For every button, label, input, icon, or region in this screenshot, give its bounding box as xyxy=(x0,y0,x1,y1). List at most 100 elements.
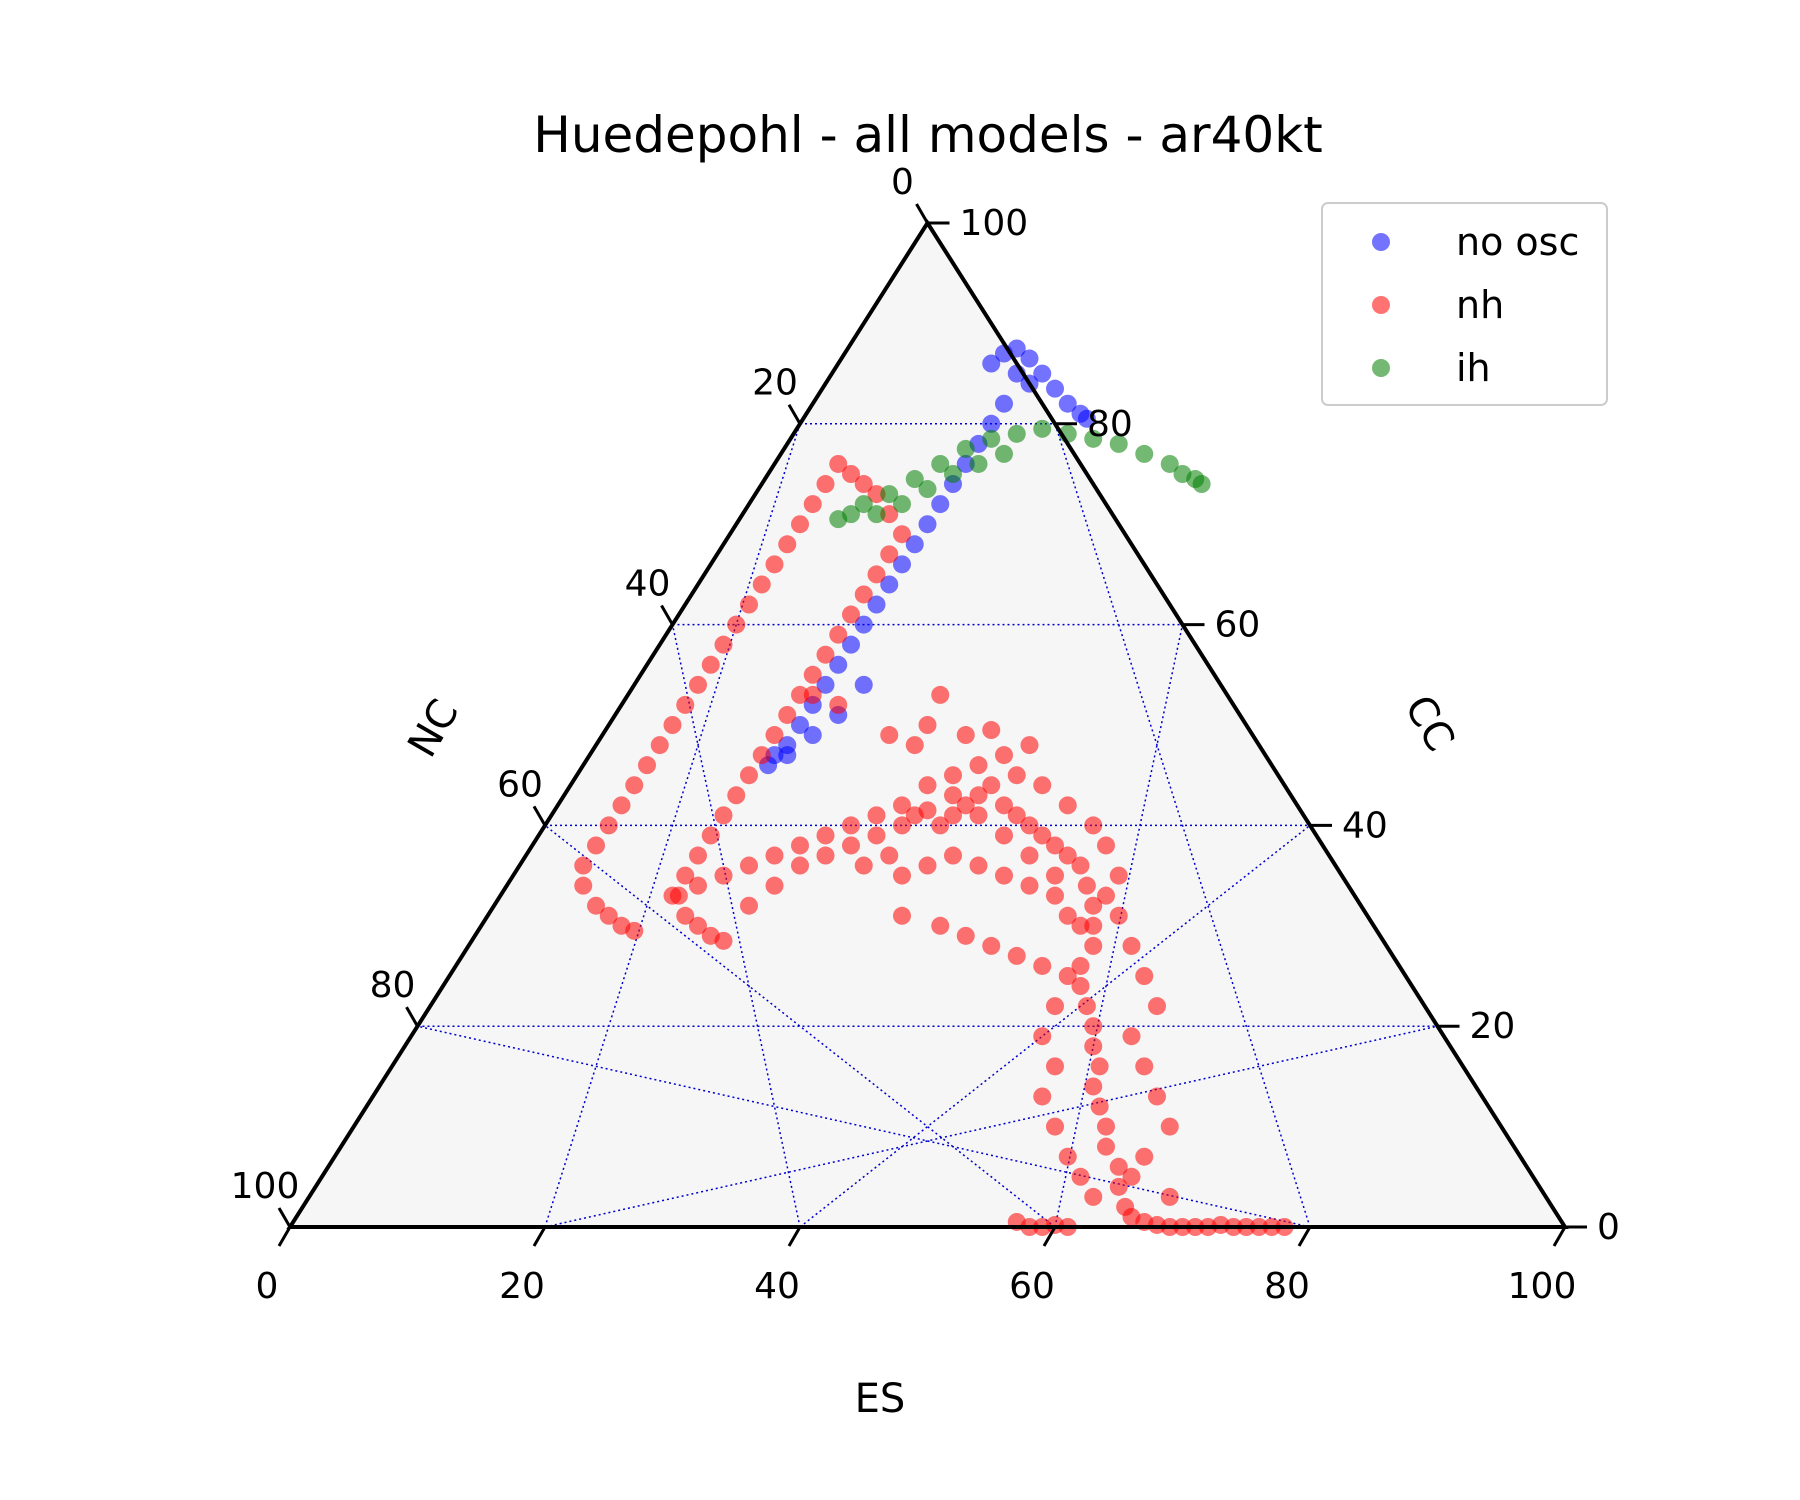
data-point xyxy=(1058,967,1077,985)
data-point xyxy=(893,495,911,514)
data-point xyxy=(1077,876,1096,895)
data-point xyxy=(905,535,924,554)
data-point xyxy=(714,931,733,950)
data-point xyxy=(842,816,860,835)
data-point xyxy=(1020,736,1039,755)
data-point xyxy=(956,926,975,945)
legend-entries: no osc nh ih xyxy=(1372,220,1579,390)
data-point xyxy=(829,454,848,473)
data-point xyxy=(944,465,962,483)
data-point xyxy=(1007,766,1026,785)
tick-label: 20 xyxy=(499,1266,545,1307)
data-point xyxy=(982,429,1001,448)
data-point xyxy=(625,776,644,795)
tick-label: 80 xyxy=(370,965,416,1006)
data-point xyxy=(740,766,758,785)
data-point xyxy=(905,470,924,489)
data-point xyxy=(714,635,733,654)
data-point xyxy=(931,454,950,473)
data-point xyxy=(791,685,809,704)
right-axis-label: CC xyxy=(1395,688,1463,759)
data-point xyxy=(982,936,1001,955)
legend-label: no osc xyxy=(1456,220,1579,264)
data-point xyxy=(1084,816,1103,835)
data-point xyxy=(791,836,809,855)
tick-label: 100 xyxy=(960,203,1029,244)
triangle-frame xyxy=(286,219,1569,1229)
data-point xyxy=(918,801,937,820)
data-point xyxy=(867,826,886,845)
data-point xyxy=(1135,1057,1154,1076)
tick-label: 60 xyxy=(1009,1266,1055,1307)
data-point xyxy=(842,605,860,624)
data-point xyxy=(918,480,937,499)
data-point xyxy=(1033,1087,1052,1106)
data-point xyxy=(969,856,988,875)
data-point xyxy=(1090,1097,1109,1116)
data-point xyxy=(1046,379,1064,398)
data-point xyxy=(689,916,707,935)
data-point xyxy=(1109,434,1128,453)
tick-label: 20 xyxy=(752,363,798,404)
data-point xyxy=(1084,1017,1103,1036)
data-point xyxy=(612,796,631,815)
data-point xyxy=(1160,1117,1179,1136)
data-point xyxy=(842,465,860,483)
data-point xyxy=(791,856,809,875)
data-point xyxy=(1135,967,1154,985)
data-points xyxy=(574,339,1294,1236)
legend-box xyxy=(1321,202,1608,406)
data-point xyxy=(842,635,860,654)
data-point xyxy=(918,515,937,534)
data-point xyxy=(969,756,988,775)
data-point xyxy=(1084,916,1103,935)
data-point xyxy=(650,736,669,755)
data-point xyxy=(816,475,835,494)
data-point xyxy=(956,726,975,745)
data-point xyxy=(893,866,911,885)
data-point xyxy=(982,354,1001,373)
grid-line xyxy=(799,824,1311,1228)
data-point xyxy=(752,575,771,594)
data-point xyxy=(1122,1167,1141,1186)
data-point xyxy=(956,796,975,815)
data-point xyxy=(956,439,975,458)
data-point xyxy=(1007,946,1026,965)
data-point xyxy=(1033,1027,1052,1046)
data-point xyxy=(1071,956,1090,975)
data-point xyxy=(1046,1117,1064,1136)
data-point xyxy=(1122,936,1141,955)
legend: no osc nh ih xyxy=(1321,202,1608,406)
axis-tick xyxy=(277,1207,292,1228)
data-point xyxy=(1135,444,1154,463)
data-point xyxy=(867,806,886,825)
data-point xyxy=(778,746,797,765)
data-point xyxy=(1058,1147,1077,1166)
data-point xyxy=(1020,846,1039,865)
axis-tick xyxy=(1552,1226,1567,1247)
data-point xyxy=(829,625,848,644)
data-point xyxy=(1033,419,1052,438)
tick-label: 60 xyxy=(1215,605,1261,646)
data-point xyxy=(574,876,593,895)
data-point xyxy=(893,555,911,574)
data-point xyxy=(778,705,797,724)
axis-tick xyxy=(787,1226,802,1247)
data-point xyxy=(1097,886,1115,905)
legend-marker xyxy=(1372,233,1390,251)
right-axis-ticks: 0 20 40 60 80 100 xyxy=(927,203,1620,1248)
data-point xyxy=(1046,1057,1064,1076)
data-point xyxy=(1071,977,1090,996)
data-point xyxy=(625,921,644,940)
data-point xyxy=(816,826,835,845)
data-point xyxy=(663,886,682,905)
data-point xyxy=(1046,836,1064,855)
data-point xyxy=(1084,1077,1103,1096)
data-point xyxy=(599,816,618,835)
data-point xyxy=(816,675,835,694)
data-point xyxy=(969,454,988,473)
data-point xyxy=(638,756,656,775)
data-point xyxy=(1109,906,1128,925)
bottom-axis-ticks: 0 20 40 60 80 100 xyxy=(256,1226,1576,1307)
data-point xyxy=(931,916,950,935)
